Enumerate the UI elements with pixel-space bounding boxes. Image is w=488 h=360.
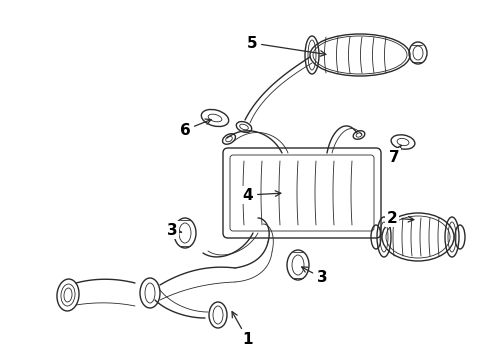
Text: 4: 4 bbox=[242, 188, 280, 202]
Text: 3: 3 bbox=[301, 267, 326, 285]
Text: 6: 6 bbox=[179, 119, 211, 138]
Text: 7: 7 bbox=[388, 145, 400, 165]
Text: 5: 5 bbox=[246, 36, 325, 56]
Text: 3: 3 bbox=[166, 222, 181, 238]
Text: 2: 2 bbox=[386, 211, 413, 225]
Text: 1: 1 bbox=[232, 312, 253, 347]
